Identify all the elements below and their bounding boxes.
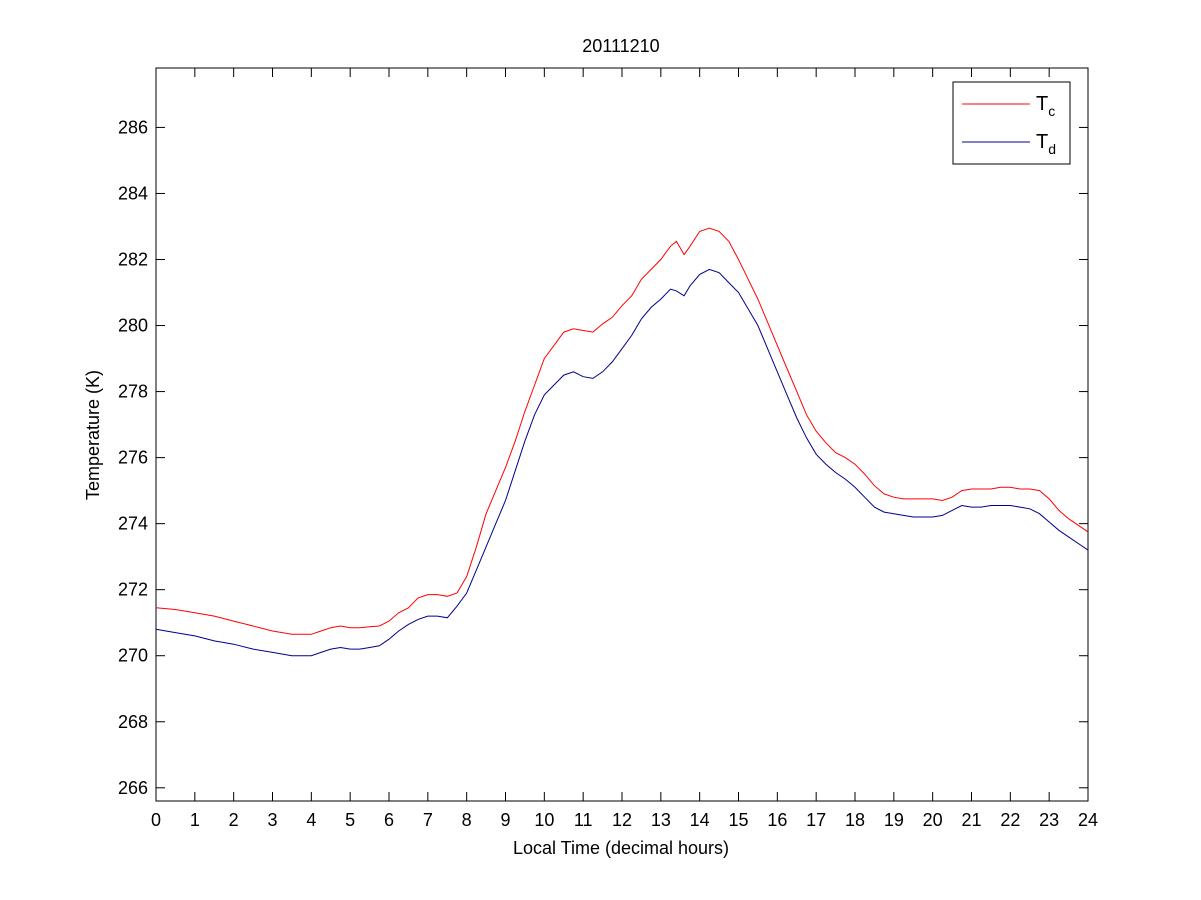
y-tick-label: 280: [118, 316, 148, 336]
x-tick-label: 4: [306, 810, 316, 830]
y-tick-label: 266: [118, 778, 148, 798]
plot-area: [155, 67, 1089, 802]
x-tick-label: 6: [384, 810, 394, 830]
x-tick-label: 17: [806, 810, 826, 830]
x-tick-label: 15: [728, 810, 748, 830]
y-axis-title: Temperature (K): [83, 370, 103, 500]
x-tick-label: 24: [1078, 810, 1098, 830]
y-tick-label: 278: [118, 382, 148, 402]
legend-box: [952, 81, 1071, 165]
x-tick-label: 12: [612, 810, 632, 830]
y-tick-label: 282: [118, 250, 148, 270]
x-tick-label: 21: [961, 810, 981, 830]
x-axis-title: Local Time (decimal hours): [513, 838, 729, 858]
x-tick-label: 7: [423, 810, 433, 830]
x-tick-label: 16: [767, 810, 787, 830]
y-tick-label: 286: [118, 117, 148, 137]
x-tick-label: 18: [845, 810, 865, 830]
x-tick-label: 22: [1000, 810, 1020, 830]
y-tick-label: 274: [118, 514, 148, 534]
legend-label-tc: Tc: [1036, 93, 1055, 119]
series-layer: [155, 227, 1089, 657]
x-tick-label: 10: [534, 810, 554, 830]
chart-title: 20111210: [582, 36, 659, 56]
x-tick-label: 2: [229, 810, 239, 830]
x-tick-label: 23: [1039, 810, 1059, 830]
legend: Tc Td: [952, 81, 1071, 165]
x-tick-label: 8: [462, 810, 472, 830]
x-tick-label: 13: [651, 810, 671, 830]
x-tick-label: 3: [267, 810, 277, 830]
y-tick-label: 268: [118, 712, 148, 732]
x-tick-label: 14: [690, 810, 710, 830]
legend-label-td: Td: [1036, 131, 1056, 157]
y-tick-label: 276: [118, 448, 148, 468]
y-tick-label: 272: [118, 580, 148, 600]
axis-ticks: 0 1 2 3 4 5 6 7 8 9 10 11 12 13 14 15 16 17 18 19 20 21 22 23 24…: [118, 68, 1098, 830]
x-tick-label: 19: [884, 810, 904, 830]
y-tick-label: 270: [118, 646, 148, 666]
x-tick-label: 5: [345, 810, 355, 830]
series-line-td: [155, 268, 1089, 657]
x-tick-label: 20: [923, 810, 943, 830]
x-tick-label: 0: [151, 810, 161, 830]
y-tick-label: 284: [118, 183, 148, 203]
x-tick-label: 11: [574, 810, 593, 830]
x-tick-label: 1: [190, 810, 200, 830]
series-line-tc: [155, 227, 1089, 635]
x-tick-label: 9: [500, 810, 510, 830]
